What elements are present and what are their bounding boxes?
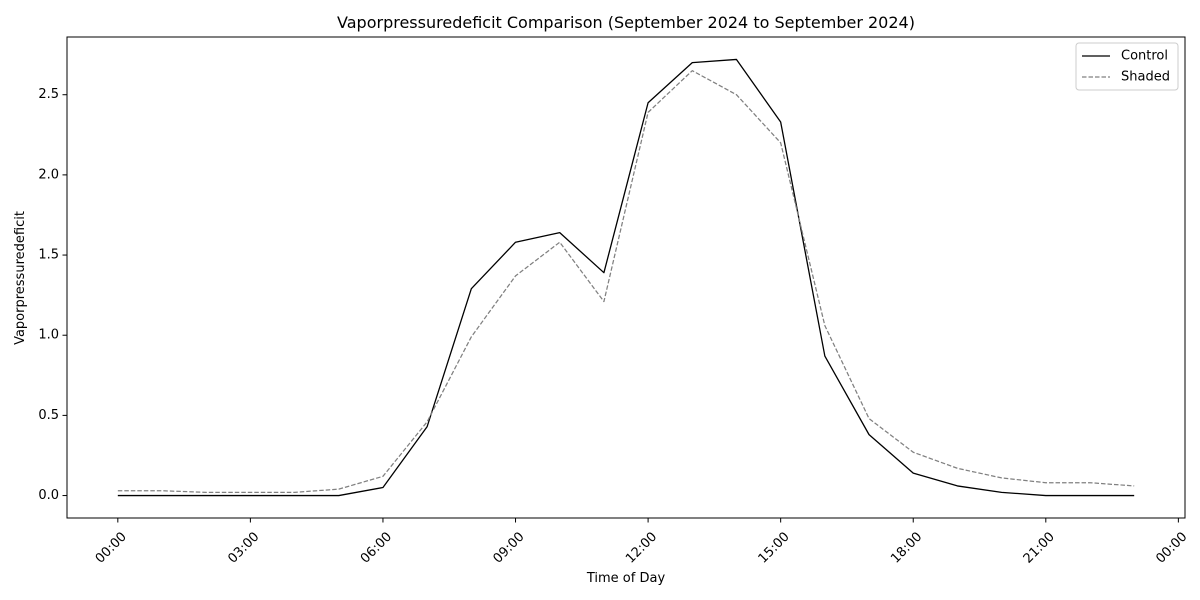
legend-label-shaded: Shaded <box>1121 70 1170 85</box>
x-tick-label: 00:00 <box>93 529 130 566</box>
y-tick-label: 1.5 <box>38 248 59 263</box>
y-tick-label: 0.0 <box>38 488 59 503</box>
y-axis-label: Vaporpressuredeficit <box>13 211 28 345</box>
x-tick-label: 00:00 <box>1153 529 1190 566</box>
series-line-shaded <box>117 70 1135 493</box>
x-tick-label: 09:00 <box>490 529 527 566</box>
x-tick-label: 18:00 <box>888 529 925 566</box>
x-axis-label: Time of Day <box>586 571 666 586</box>
legend-box <box>1075 42 1179 91</box>
y-axis: 0.0 0.5 1.0 1.5 2.0 2.5 <box>38 87 67 503</box>
x-tick-label: 21:00 <box>1021 529 1058 566</box>
series-line-control <box>117 58 1135 497</box>
y-tick-label: 0.5 <box>38 408 59 423</box>
chart-title: Vaporpressuredeficit Comparison (Septemb… <box>337 13 915 32</box>
x-tick-label: 15:00 <box>756 529 793 566</box>
x-tick-label: 12:00 <box>623 529 660 566</box>
y-tick-label: 1.0 <box>38 328 59 343</box>
x-axis: 00:00 03:00 06:00 09:00 12:00 15:00 18:00 21:00… <box>93 518 1190 567</box>
y-tick-label: 2.0 <box>38 167 59 182</box>
legend-label-control: Control <box>1121 49 1168 64</box>
x-tick-label: 03:00 <box>225 529 262 566</box>
axes-frame <box>66 36 1186 519</box>
legend: Control Shaded <box>1075 42 1179 91</box>
x-tick-label: 06:00 <box>358 529 395 566</box>
y-tick-label: 2.5 <box>38 87 59 102</box>
plot-area <box>117 58 1135 497</box>
